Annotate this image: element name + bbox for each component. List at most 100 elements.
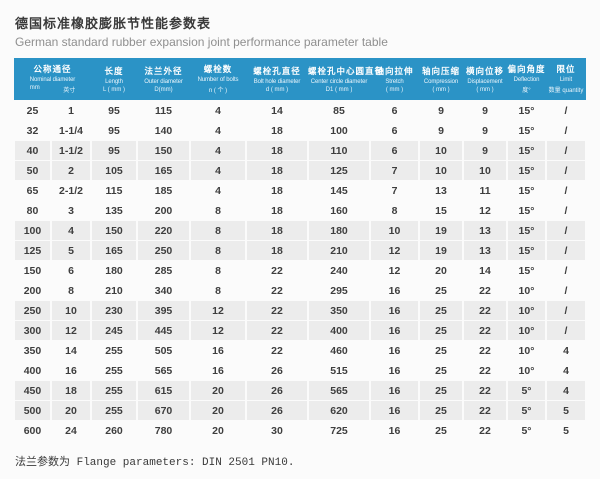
- table-row: 25 1 95 115 4 14 85 6 9 9 15° /: [12, 100, 587, 121]
- col-header-displacement: 横向位移 Displacement( mm ): [463, 58, 507, 101]
- cell: 11: [462, 180, 508, 201]
- cell: 180: [90, 260, 138, 281]
- cell: 14: [49, 340, 93, 361]
- cell: 15°: [506, 140, 547, 161]
- cell: 2: [49, 160, 93, 181]
- cell: /: [545, 180, 587, 201]
- cell: 150: [136, 140, 191, 161]
- cell: 4: [189, 120, 247, 141]
- cell: 13: [462, 240, 508, 261]
- cell: 15°: [506, 180, 547, 201]
- cell: 4: [189, 180, 247, 201]
- cell: 32: [12, 120, 52, 141]
- cell: 615: [136, 380, 191, 401]
- cell: 5: [49, 240, 93, 261]
- cell: 460: [307, 340, 371, 361]
- cell: 8: [189, 220, 247, 241]
- cell: 9: [462, 140, 508, 161]
- cell: 18: [245, 120, 309, 141]
- cell: 20: [418, 260, 464, 281]
- table-row: 500 20 255 670 20 26 620 16 25 22 5° 5: [12, 400, 587, 421]
- table-row: 600 24 260 780 20 30 725 16 25 22 5° 5: [12, 420, 587, 441]
- table-row: 300 12 245 445 12 22 400 16 25 22 10° /: [12, 320, 587, 341]
- cell: 140: [136, 120, 191, 141]
- cell: 220: [136, 220, 191, 241]
- cell: 18: [245, 140, 309, 161]
- cell: 565: [136, 360, 191, 381]
- table-row: 100 4 150 220 8 18 180 10 19 13 15° /: [12, 220, 587, 241]
- cell: 4: [189, 140, 247, 161]
- cell: 20: [49, 400, 93, 421]
- cell: 22: [462, 300, 508, 321]
- cell: 18: [245, 220, 309, 241]
- cell: 9: [462, 120, 508, 141]
- cell: 22: [245, 320, 309, 341]
- cell: 100: [12, 220, 52, 241]
- cell: 18: [49, 380, 93, 401]
- cell: /: [545, 280, 587, 301]
- col-header-compression: 轴向压缩 Compression( mm ): [419, 58, 463, 101]
- cell: 565: [307, 380, 371, 401]
- cell: 255: [90, 340, 138, 361]
- cell: 16: [369, 380, 420, 401]
- cell: 25: [418, 400, 464, 421]
- cell: 16: [369, 320, 420, 341]
- cell: 8: [189, 200, 247, 221]
- cell: 500: [12, 400, 52, 421]
- cell: 7: [369, 180, 420, 201]
- cell: 12: [189, 300, 247, 321]
- cell: 24: [49, 420, 93, 441]
- cell: 135: [90, 200, 138, 221]
- cell: 80: [12, 200, 52, 221]
- cell: 25: [418, 420, 464, 441]
- cell: 16: [369, 340, 420, 361]
- table-row: 200 8 210 340 8 22 295 16 25 22 10° /: [12, 280, 587, 301]
- cell: 620: [307, 400, 371, 421]
- cell: 8: [49, 280, 93, 301]
- cell: 6: [49, 260, 93, 281]
- cell: 2-1/2: [49, 180, 93, 201]
- cell: 12: [369, 240, 420, 261]
- col-header-number-of-bolts: 螺栓数 Number of bolts n ( 个 ): [190, 58, 246, 101]
- cell: 25: [418, 380, 464, 401]
- cell: 210: [90, 280, 138, 301]
- cell: /: [545, 300, 587, 321]
- cell: 350: [307, 300, 371, 321]
- cell: 125: [307, 160, 371, 181]
- cell: 22: [462, 280, 508, 301]
- cell: 515: [307, 360, 371, 381]
- cell: 180: [307, 220, 371, 241]
- cell: 115: [90, 180, 138, 201]
- cell: 780: [136, 420, 191, 441]
- cell: /: [545, 320, 587, 341]
- cell: 200: [136, 200, 191, 221]
- cell: 7: [369, 160, 420, 181]
- cell: 16: [369, 280, 420, 301]
- header-row: 公称通径 Nominal diameter mm 英寸 长度 Length L ( mm )…: [13, 58, 586, 101]
- cell: 95: [90, 140, 138, 161]
- cell: 16: [369, 420, 420, 441]
- cell: 13: [462, 220, 508, 241]
- cell: 160: [307, 200, 371, 221]
- cell: 10°: [506, 360, 547, 381]
- cell: 4: [545, 380, 587, 401]
- cell: 10: [462, 160, 508, 181]
- cell: 285: [136, 260, 191, 281]
- cell: 15°: [506, 240, 547, 261]
- cell: 150: [90, 220, 138, 241]
- cell: 18: [245, 200, 309, 221]
- cell: 22: [245, 340, 309, 361]
- cell: /: [545, 160, 587, 181]
- cell: 250: [136, 240, 191, 261]
- cell: 22: [462, 400, 508, 421]
- cell: 95: [90, 100, 138, 121]
- cell: 14: [462, 260, 508, 281]
- cell: 8: [369, 200, 420, 221]
- cell: 30: [245, 420, 309, 441]
- col-header-stretch: 轴向拉伸 Stretch( mm ): [370, 58, 419, 101]
- cell: 395: [136, 300, 191, 321]
- cell: 445: [136, 320, 191, 341]
- col-header-length: 长度 Length L ( mm ): [91, 58, 137, 101]
- cell: 14: [245, 100, 309, 121]
- cell: 16: [49, 360, 93, 381]
